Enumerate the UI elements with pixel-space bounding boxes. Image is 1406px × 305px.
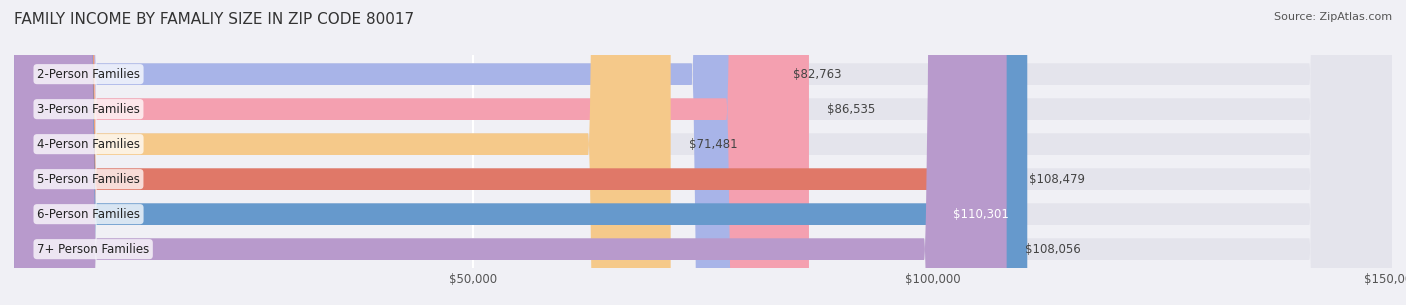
FancyBboxPatch shape xyxy=(14,0,1028,305)
Text: $86,535: $86,535 xyxy=(827,103,876,116)
Text: 5-Person Families: 5-Person Families xyxy=(37,173,141,186)
FancyBboxPatch shape xyxy=(14,0,1392,305)
Text: $108,479: $108,479 xyxy=(1029,173,1085,186)
FancyBboxPatch shape xyxy=(14,0,808,305)
Text: 6-Person Families: 6-Person Families xyxy=(37,208,141,221)
FancyBboxPatch shape xyxy=(14,0,1007,305)
Text: $71,481: $71,481 xyxy=(689,138,738,151)
FancyBboxPatch shape xyxy=(14,0,1392,305)
FancyBboxPatch shape xyxy=(14,0,1392,305)
FancyBboxPatch shape xyxy=(14,0,1011,305)
Text: $110,301: $110,301 xyxy=(953,208,1010,221)
Text: 4-Person Families: 4-Person Families xyxy=(37,138,141,151)
FancyBboxPatch shape xyxy=(14,0,1392,305)
Text: FAMILY INCOME BY FAMALIY SIZE IN ZIP CODE 80017: FAMILY INCOME BY FAMALIY SIZE IN ZIP COD… xyxy=(14,12,415,27)
FancyBboxPatch shape xyxy=(14,0,671,305)
FancyBboxPatch shape xyxy=(14,0,1392,305)
FancyBboxPatch shape xyxy=(14,0,1392,305)
Text: 3-Person Families: 3-Person Families xyxy=(37,103,141,116)
Text: Source: ZipAtlas.com: Source: ZipAtlas.com xyxy=(1274,12,1392,22)
FancyBboxPatch shape xyxy=(14,0,775,305)
Text: $108,056: $108,056 xyxy=(1025,243,1081,256)
Text: 7+ Person Families: 7+ Person Families xyxy=(37,243,149,256)
Text: $82,763: $82,763 xyxy=(793,68,841,81)
Text: 2-Person Families: 2-Person Families xyxy=(37,68,141,81)
